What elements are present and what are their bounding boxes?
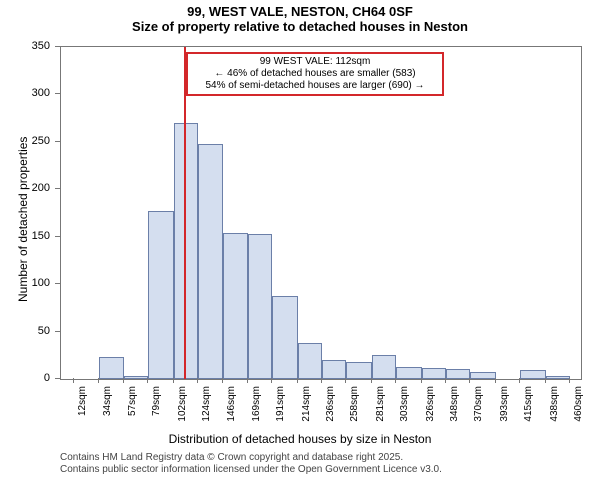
- x-tick-mark: [469, 378, 470, 383]
- histogram-bar: [346, 362, 371, 379]
- x-tick-mark: [495, 378, 496, 383]
- x-tick-mark: [545, 378, 546, 383]
- y-tick-label: 100: [0, 277, 50, 289]
- x-tick-mark: [519, 378, 520, 383]
- x-tick-mark: [247, 378, 248, 383]
- histogram-bar: [520, 370, 545, 379]
- histogram-bar: [546, 376, 570, 379]
- y-tick-mark: [55, 236, 60, 237]
- x-tick-mark: [271, 378, 272, 383]
- x-tick-label: 57sqm: [127, 386, 138, 430]
- y-tick-mark: [55, 46, 60, 47]
- y-tick-label: 200: [0, 182, 50, 194]
- subject-marker-line: [184, 47, 186, 379]
- x-tick-mark: [147, 378, 148, 383]
- histogram-bar: [470, 372, 495, 379]
- x-tick-label: 303sqm: [399, 386, 410, 430]
- histogram-bar: [124, 376, 148, 379]
- histogram-bar: [372, 355, 396, 379]
- x-tick-label: 124sqm: [201, 386, 212, 430]
- title-line-1: 99, WEST VALE, NESTON, CH64 0SF: [0, 4, 600, 19]
- y-tick-label: 350: [0, 40, 50, 52]
- x-tick-mark: [197, 378, 198, 383]
- x-tick-mark: [173, 378, 174, 383]
- x-tick-label: 146sqm: [226, 386, 237, 430]
- x-tick-label: 281sqm: [375, 386, 386, 430]
- x-tick-label: 393sqm: [499, 386, 510, 430]
- histogram-bar: [248, 234, 272, 379]
- x-tick-label: 348sqm: [449, 386, 460, 430]
- x-tick-mark: [297, 378, 298, 383]
- histogram-bar: [148, 211, 173, 379]
- title-line-2: Size of property relative to detached ho…: [0, 19, 600, 34]
- x-tick-label: 34sqm: [102, 386, 113, 430]
- x-tick-label: 438sqm: [549, 386, 560, 430]
- histogram-bar: [223, 233, 248, 379]
- annotation-line: ← 46% of detached houses are smaller (58…: [192, 68, 438, 80]
- plot-area: 99 WEST VALE: 112sqm← 46% of detached ho…: [60, 46, 582, 380]
- annotation-line: 99 WEST VALE: 112sqm: [192, 56, 438, 68]
- x-tick-mark: [445, 378, 446, 383]
- attribution-line-2: Contains public sector information licen…: [60, 464, 442, 476]
- y-tick-mark: [55, 93, 60, 94]
- y-tick-label: 0: [0, 372, 50, 384]
- y-tick-label: 300: [0, 87, 50, 99]
- histogram-bar: [198, 144, 222, 379]
- x-tick-label: 214sqm: [301, 386, 312, 430]
- y-tick-mark: [55, 188, 60, 189]
- y-tick-label: 50: [0, 325, 50, 337]
- histogram-bar: [99, 357, 124, 379]
- y-tick-label: 150: [0, 230, 50, 242]
- histogram-bar: [422, 368, 446, 379]
- x-tick-mark: [371, 378, 372, 383]
- x-tick-mark: [569, 378, 570, 383]
- x-tick-label: 191sqm: [275, 386, 286, 430]
- y-tick-mark: [55, 378, 60, 379]
- x-tick-mark: [395, 378, 396, 383]
- histogram-bar: [396, 367, 421, 379]
- annotation-box: 99 WEST VALE: 112sqm← 46% of detached ho…: [186, 52, 444, 96]
- histogram-bar: [272, 296, 297, 379]
- annotation-line: 54% of semi-detached houses are larger (…: [192, 80, 438, 92]
- attribution-text: Contains HM Land Registry data © Crown c…: [60, 452, 442, 476]
- x-tick-label: 326sqm: [425, 386, 436, 430]
- histogram-bar: [298, 343, 322, 379]
- x-tick-mark: [421, 378, 422, 383]
- x-axis-label: Distribution of detached houses by size …: [0, 432, 600, 446]
- x-tick-mark: [73, 378, 74, 383]
- x-tick-mark: [321, 378, 322, 383]
- y-tick-mark: [55, 141, 60, 142]
- x-tick-label: 169sqm: [251, 386, 262, 430]
- attribution-line-1: Contains HM Land Registry data © Crown c…: [60, 452, 442, 464]
- y-tick-mark: [55, 283, 60, 284]
- x-tick-label: 415sqm: [523, 386, 534, 430]
- x-tick-label: 12sqm: [77, 386, 88, 430]
- histogram-bar: [322, 360, 346, 379]
- x-tick-mark: [123, 378, 124, 383]
- x-tick-label: 370sqm: [473, 386, 484, 430]
- histogram-bar: [174, 123, 198, 379]
- x-tick-mark: [345, 378, 346, 383]
- x-tick-label: 79sqm: [151, 386, 162, 430]
- x-tick-label: 258sqm: [349, 386, 360, 430]
- x-tick-label: 236sqm: [325, 386, 336, 430]
- histogram-bar: [446, 369, 470, 379]
- y-tick-mark: [55, 331, 60, 332]
- chart-title: 99, WEST VALE, NESTON, CH64 0SF Size of …: [0, 0, 600, 34]
- x-tick-label: 102sqm: [177, 386, 188, 430]
- x-tick-mark: [98, 378, 99, 383]
- x-tick-label: 460sqm: [573, 386, 584, 430]
- x-tick-mark: [222, 378, 223, 383]
- y-tick-label: 250: [0, 135, 50, 147]
- chart-container: { "title": { "line1": "99, WEST VALE, NE…: [0, 0, 600, 500]
